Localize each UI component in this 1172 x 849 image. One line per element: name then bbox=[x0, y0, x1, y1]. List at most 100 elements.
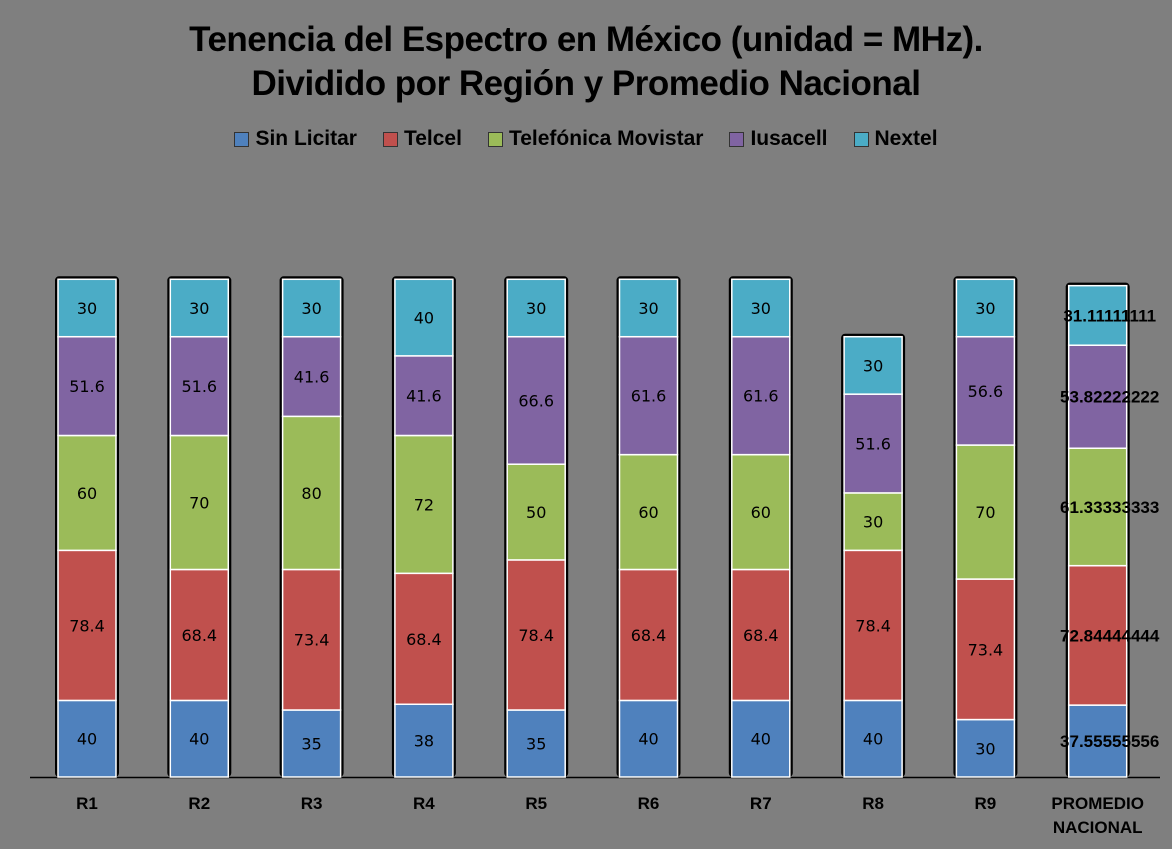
bar-segment bbox=[955, 718, 1016, 778]
data-label: 60 bbox=[77, 484, 97, 503]
legend-swatch bbox=[487, 131, 503, 147]
x-tick-label: R6 bbox=[638, 794, 660, 813]
bar-segment bbox=[731, 453, 791, 571]
bar-segment bbox=[1067, 344, 1128, 450]
data-label: 50 bbox=[526, 503, 546, 522]
bar-segment bbox=[1067, 447, 1128, 567]
legend-label: Sin Licitar bbox=[255, 127, 357, 150]
x-tick-label: R8 bbox=[862, 794, 884, 813]
data-label: 35 bbox=[526, 735, 546, 754]
legend-item: Telcel bbox=[382, 127, 462, 151]
bar-segment bbox=[618, 568, 679, 702]
data-label: 70 bbox=[189, 493, 209, 512]
legend-label: Nextel bbox=[874, 127, 938, 150]
data-label: 70 bbox=[975, 503, 995, 522]
data-label: 40 bbox=[414, 309, 434, 328]
bar-segment bbox=[731, 278, 791, 338]
legend-item: Sin Licitar bbox=[234, 127, 357, 151]
data-label: 73.4 bbox=[968, 640, 1004, 659]
bar-segment bbox=[169, 278, 230, 338]
bar-segment bbox=[618, 278, 679, 338]
bar-segment bbox=[843, 335, 903, 395]
bar-segment bbox=[169, 335, 230, 437]
data-label: 40 bbox=[751, 730, 771, 749]
legend-swatch bbox=[382, 131, 398, 147]
data-label: 30 bbox=[975, 299, 995, 318]
bar-segment bbox=[57, 278, 117, 338]
bar-segment bbox=[955, 444, 1016, 580]
data-label: 78.4 bbox=[518, 626, 554, 645]
legend-label: Iusacell bbox=[750, 127, 828, 150]
bar-segment bbox=[394, 434, 454, 575]
data-label: 61.6 bbox=[743, 387, 779, 406]
data-label: 30 bbox=[301, 299, 321, 318]
data-label: 80 bbox=[301, 484, 321, 503]
bar-segment bbox=[57, 335, 117, 437]
chart-title-line1: Tenencia del Espectro en México (unidad … bbox=[189, 20, 983, 59]
data-label: 56.6 bbox=[968, 382, 1004, 401]
x-tick-label: PROMEDIO bbox=[1051, 794, 1144, 813]
data-label: 30 bbox=[863, 513, 883, 532]
data-label: 68.4 bbox=[181, 626, 217, 645]
x-tick-label: R5 bbox=[525, 794, 547, 813]
data-label: 40 bbox=[77, 730, 97, 749]
data-label: 72.84444444 bbox=[1060, 626, 1160, 645]
bar-segment bbox=[618, 453, 679, 571]
data-label: 30 bbox=[77, 299, 97, 318]
legend-label: Telefónica Movistar bbox=[508, 127, 704, 150]
data-label: 30 bbox=[751, 299, 771, 318]
data-label: 41.6 bbox=[406, 387, 442, 406]
data-label: 37.55555556 bbox=[1060, 732, 1159, 751]
data-label: 60 bbox=[751, 503, 771, 522]
bar-segment bbox=[955, 278, 1016, 338]
bar-segment bbox=[955, 335, 1016, 446]
bar-segment bbox=[1067, 284, 1128, 346]
data-label: 78.4 bbox=[69, 616, 105, 635]
data-label: 66.6 bbox=[518, 391, 554, 410]
bar-segment bbox=[57, 549, 117, 702]
data-label: 68.4 bbox=[406, 630, 442, 649]
data-label: 30 bbox=[526, 299, 546, 318]
bar-segment bbox=[281, 415, 342, 571]
legend-item: Telefónica Movistar bbox=[487, 127, 704, 151]
legend-swatch bbox=[853, 131, 869, 147]
chart-title-line2: Dividido por Región y Promedio Nacional bbox=[251, 64, 921, 103]
bar-segment bbox=[57, 434, 117, 552]
data-label: 40 bbox=[863, 730, 883, 749]
data-label: 72 bbox=[414, 495, 434, 514]
data-label: 30 bbox=[863, 356, 883, 375]
legend-swatch bbox=[729, 131, 745, 147]
bar-segment bbox=[281, 335, 342, 418]
bar-segment bbox=[843, 699, 903, 778]
bar-segment bbox=[843, 549, 903, 702]
data-label: 30 bbox=[975, 739, 995, 758]
data-label: 41.6 bbox=[294, 368, 330, 387]
bar-segment bbox=[394, 572, 454, 706]
bar-segment bbox=[281, 709, 342, 778]
x-tick-label: R7 bbox=[750, 794, 772, 813]
data-label: 78.4 bbox=[855, 616, 891, 635]
x-tick-label: R1 bbox=[76, 794, 98, 813]
data-label: 60 bbox=[638, 503, 658, 522]
x-tick-label: R2 bbox=[188, 794, 210, 813]
data-label: 51.6 bbox=[69, 377, 105, 396]
data-label: 68.4 bbox=[743, 626, 779, 645]
data-label: 40 bbox=[638, 730, 658, 749]
legend-swatch bbox=[234, 131, 250, 147]
data-label: 53.82222222 bbox=[1060, 388, 1159, 407]
bar-segment bbox=[394, 703, 454, 778]
bar-segment bbox=[506, 559, 566, 711]
x-tick-label: R3 bbox=[301, 794, 323, 813]
bar-segment bbox=[57, 699, 117, 778]
data-label: 31.11111111 bbox=[1063, 306, 1156, 325]
x-tick-label: R4 bbox=[413, 794, 435, 813]
bar-segment bbox=[1067, 564, 1128, 706]
data-label: 30 bbox=[638, 299, 658, 318]
data-label: 51.6 bbox=[181, 377, 217, 396]
legend-item: Iusacell bbox=[729, 127, 828, 151]
bar-segment bbox=[169, 434, 230, 571]
data-label: 61.33333333 bbox=[1060, 498, 1159, 517]
bar-segment bbox=[169, 568, 230, 702]
bar-segment bbox=[731, 335, 791, 456]
